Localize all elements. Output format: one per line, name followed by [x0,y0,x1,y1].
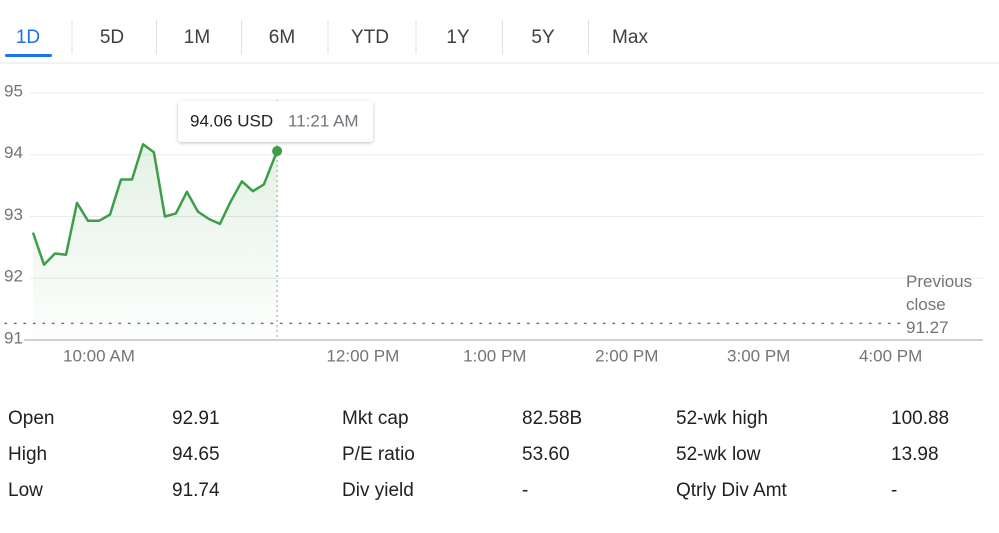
stat-value: 91.74 [172,480,220,501]
y-tick-label: 93 [4,205,23,224]
stat-value: 13.98 [891,444,939,465]
x-tick-label: 10:00 AM [63,346,135,365]
tab[interactable]: 6M [269,27,295,48]
stat-label: High [8,444,47,465]
previous-close-label: Previous close 91.27 [906,270,978,339]
tab[interactable]: 5Y [531,27,555,48]
hover-point [272,146,283,157]
y-tick-label: 94 [4,143,23,162]
stat-value: 92.91 [172,408,220,429]
tooltip [178,101,373,142]
x-tick-label: 12:00 PM [326,346,399,365]
x-tick-label: 3:00 PM [727,346,790,365]
stat-label: 52-wk low [676,444,761,465]
tooltip-time: 11:21 AM [288,111,359,130]
tab[interactable]: 1D [16,27,40,48]
previous-close-text: Previous close [906,272,973,314]
tab[interactable]: 1M [184,27,210,48]
tab[interactable]: YTD [351,27,389,48]
stat-label: P/E ratio [342,444,415,465]
y-tick-label: 95 [4,81,23,100]
x-tick-label: 4:00 PM [859,346,922,365]
stat-value: 100.88 [891,408,949,429]
tab[interactable]: Max [612,27,648,48]
stat-value: 82.58B [522,408,582,429]
stat-value: 94.65 [172,444,220,465]
stat-label: 52-wk high [676,408,768,429]
stat-value: 53.60 [522,444,570,465]
stat-label: Mkt cap [342,408,409,429]
tab[interactable]: 1Y [446,27,470,48]
stat-label: Low [8,480,43,501]
stat-label: Open [8,408,54,429]
tab[interactable]: 5D [100,27,124,48]
stat-value: - [522,480,528,501]
y-tick-label: 92 [4,267,23,286]
y-tick-label: 91 [4,328,23,347]
tab-indicator [5,54,52,57]
tooltip-price: 94.06 USD [190,111,273,130]
x-tick-label: 1:00 PM [463,346,526,365]
x-tick-label: 2:00 PM [595,346,658,365]
previous-close-value: 91.27 [906,318,949,337]
stat-label: Div yield [342,480,414,501]
area-fill [33,144,278,340]
stat-label: Qtrly Div Amt [676,480,788,501]
stat-value: - [891,480,897,501]
price-line [31,143,279,266]
